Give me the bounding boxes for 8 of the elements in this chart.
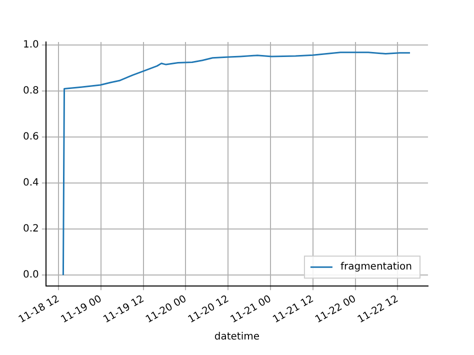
y-tick-label: 0.4 <box>22 178 39 189</box>
x-axis-title: datetime <box>214 332 260 343</box>
y-tick-label: 1.0 <box>22 40 39 51</box>
legend-label: fragmentation <box>340 262 412 273</box>
y-tick-label: 0.2 <box>22 224 39 235</box>
y-tick-label: 0.6 <box>22 132 39 143</box>
y-tick-label: 0.0 <box>22 270 39 281</box>
y-tick-label: 0.8 <box>22 86 39 97</box>
